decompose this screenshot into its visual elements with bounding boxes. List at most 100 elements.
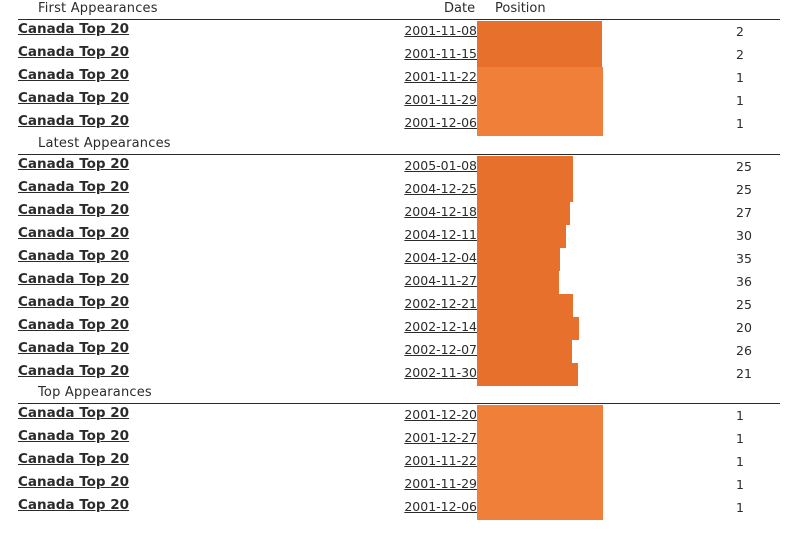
position-value: 1 (736, 70, 744, 85)
chart-name-link[interactable]: Canada Top 20 (18, 271, 130, 287)
table-row: Canada Top 20 2004-11-27 36 (0, 271, 802, 294)
chart-name-link[interactable]: Canada Top 20 (18, 451, 130, 467)
chart-name-link[interactable]: Canada Top 20 (18, 474, 130, 490)
section-header: Top Appearances (18, 384, 780, 404)
position-value: 27 (736, 205, 752, 220)
table-row: Canada Top 20 2004-12-18 27 (0, 202, 802, 225)
position-value: 25 (736, 159, 752, 174)
table-row: Canada Top 20 2004-12-25 25 (0, 179, 802, 202)
table-row: Canada Top 20 2002-12-21 25 (0, 294, 802, 317)
chart-name-link[interactable]: Canada Top 20 (18, 156, 130, 172)
chart-name-link[interactable]: Canada Top 20 (18, 67, 130, 83)
position-bar (477, 67, 603, 90)
table-row: Canada Top 20 2004-12-04 35 (0, 248, 802, 271)
date-link[interactable]: 2001-12-06 (404, 499, 477, 514)
table-row: Canada Top 20 2001-11-22 1 (0, 451, 802, 474)
date-link[interactable]: 2004-12-25 (404, 181, 477, 196)
position-bar (477, 428, 603, 451)
position-bar (477, 451, 603, 474)
date-link[interactable]: 2002-12-21 (404, 296, 477, 311)
table-row: Canada Top 20 2001-11-15 2 (0, 44, 802, 67)
position-value: 1 (736, 500, 744, 515)
table-row: Canada Top 20 2002-12-14 20 (0, 317, 802, 340)
column-header-date: Date (444, 1, 476, 16)
chart-name-link[interactable]: Canada Top 20 (18, 405, 130, 421)
chart-name-link[interactable]: Canada Top 20 (18, 44, 130, 60)
position-bar (477, 248, 560, 271)
table-row: Canada Top 20 2001-12-27 1 (0, 428, 802, 451)
date-link[interactable]: 2001-12-20 (404, 407, 477, 422)
table-row: Canada Top 20 2001-12-06 1 (0, 497, 802, 520)
date-link[interactable]: 2001-11-29 (404, 476, 477, 491)
table-row: Canada Top 20 2001-11-22 1 (0, 67, 802, 90)
table-row: Canada Top 20 2001-11-08 2 (0, 21, 802, 44)
position-value: 36 (736, 274, 752, 289)
table-row: Canada Top 20 2002-11-30 21 (0, 363, 802, 386)
position-value: 25 (736, 297, 752, 312)
chart-name-link[interactable]: Canada Top 20 (18, 248, 130, 264)
position-bar (477, 179, 573, 202)
chart-name-link[interactable]: Canada Top 20 (18, 317, 130, 333)
position-value: 21 (736, 366, 752, 381)
date-link[interactable]: 2001-11-22 (404, 69, 477, 84)
chart-name-link[interactable]: Canada Top 20 (18, 202, 130, 218)
position-bar (477, 340, 572, 363)
chart-name-link[interactable]: Canada Top 20 (18, 179, 130, 195)
date-link[interactable]: 2002-12-07 (404, 342, 477, 357)
date-link[interactable]: 2001-11-22 (404, 453, 477, 468)
chart-name-link[interactable]: Canada Top 20 (18, 363, 130, 379)
date-link[interactable]: 2001-11-08 (404, 23, 477, 38)
section-title: Latest Appearances (38, 136, 171, 151)
chart-name-link[interactable]: Canada Top 20 (18, 294, 130, 310)
table-row: Canada Top 20 2001-11-29 1 (0, 90, 802, 113)
position-value: 1 (736, 116, 744, 131)
position-bar (477, 474, 603, 497)
position-value: 2 (736, 47, 744, 62)
chart-name-link[interactable]: Canada Top 20 (18, 113, 130, 129)
chart-name-link[interactable]: Canada Top 20 (18, 428, 130, 444)
position-bar (477, 405, 603, 428)
date-link[interactable]: 2001-11-15 (404, 46, 477, 61)
date-link[interactable]: 2005-01-08 (404, 158, 477, 173)
chart-name-link[interactable]: Canada Top 20 (18, 225, 130, 241)
chart-name-link[interactable]: Canada Top 20 (18, 21, 130, 37)
date-link[interactable]: 2004-12-04 (404, 250, 477, 265)
chart-name-link[interactable]: Canada Top 20 (18, 340, 130, 356)
column-header-position: Position (495, 1, 546, 16)
position-value: 1 (736, 477, 744, 492)
table-row: Canada Top 20 2001-12-20 1 (0, 405, 802, 428)
position-bar (477, 497, 603, 520)
date-link[interactable]: 2002-12-14 (404, 319, 477, 334)
position-value: 20 (736, 320, 752, 335)
section-header: First Appearances Date Position (18, 0, 780, 20)
position-bar (477, 202, 570, 225)
date-link[interactable]: 2001-11-29 (404, 92, 477, 107)
position-bar (477, 271, 559, 294)
position-bar (477, 225, 566, 248)
date-link[interactable]: 2001-12-27 (404, 430, 477, 445)
date-link[interactable]: 2002-11-30 (404, 365, 477, 380)
date-link[interactable]: 2001-12-06 (404, 115, 477, 130)
position-value: 26 (736, 343, 752, 358)
position-bar (477, 90, 603, 113)
position-bar (477, 21, 602, 44)
chart-name-link[interactable]: Canada Top 20 (18, 90, 130, 106)
position-value: 25 (736, 182, 752, 197)
position-value: 1 (736, 93, 744, 108)
position-bar (477, 294, 573, 317)
chart-name-link[interactable]: Canada Top 20 (18, 497, 130, 513)
table-row: Canada Top 20 2001-12-06 1 (0, 113, 802, 136)
position-bar (477, 44, 602, 67)
position-bar (477, 113, 603, 136)
date-link[interactable]: 2004-12-18 (404, 204, 477, 219)
position-bar (477, 317, 579, 340)
position-bar (477, 156, 573, 179)
date-link[interactable]: 2004-12-11 (404, 227, 477, 242)
date-link[interactable]: 2004-11-27 (404, 273, 477, 288)
section-title: First Appearances (38, 1, 158, 16)
position-value: 30 (736, 228, 752, 243)
section-header: Latest Appearances (18, 135, 780, 155)
position-value: 1 (736, 408, 744, 423)
position-value: 35 (736, 251, 752, 266)
table-row: Canada Top 20 2002-12-07 26 (0, 340, 802, 363)
